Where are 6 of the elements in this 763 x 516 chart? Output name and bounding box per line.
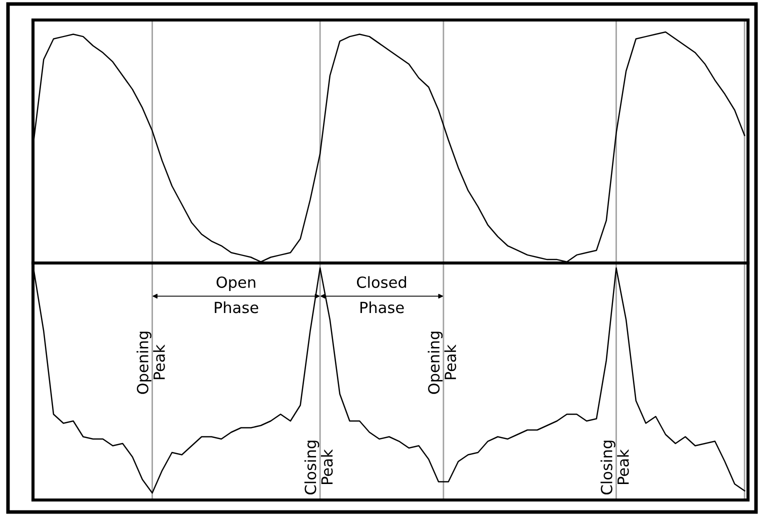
annotation: Opening Peak <box>428 332 456 394</box>
annotation: Closing Peak <box>600 440 629 494</box>
annotation: Closing Peak <box>304 440 333 494</box>
annotation: Open Phase <box>214 276 258 314</box>
annotation: Opening Peak <box>136 332 165 394</box>
annotation: Closed Phase <box>356 276 406 314</box>
